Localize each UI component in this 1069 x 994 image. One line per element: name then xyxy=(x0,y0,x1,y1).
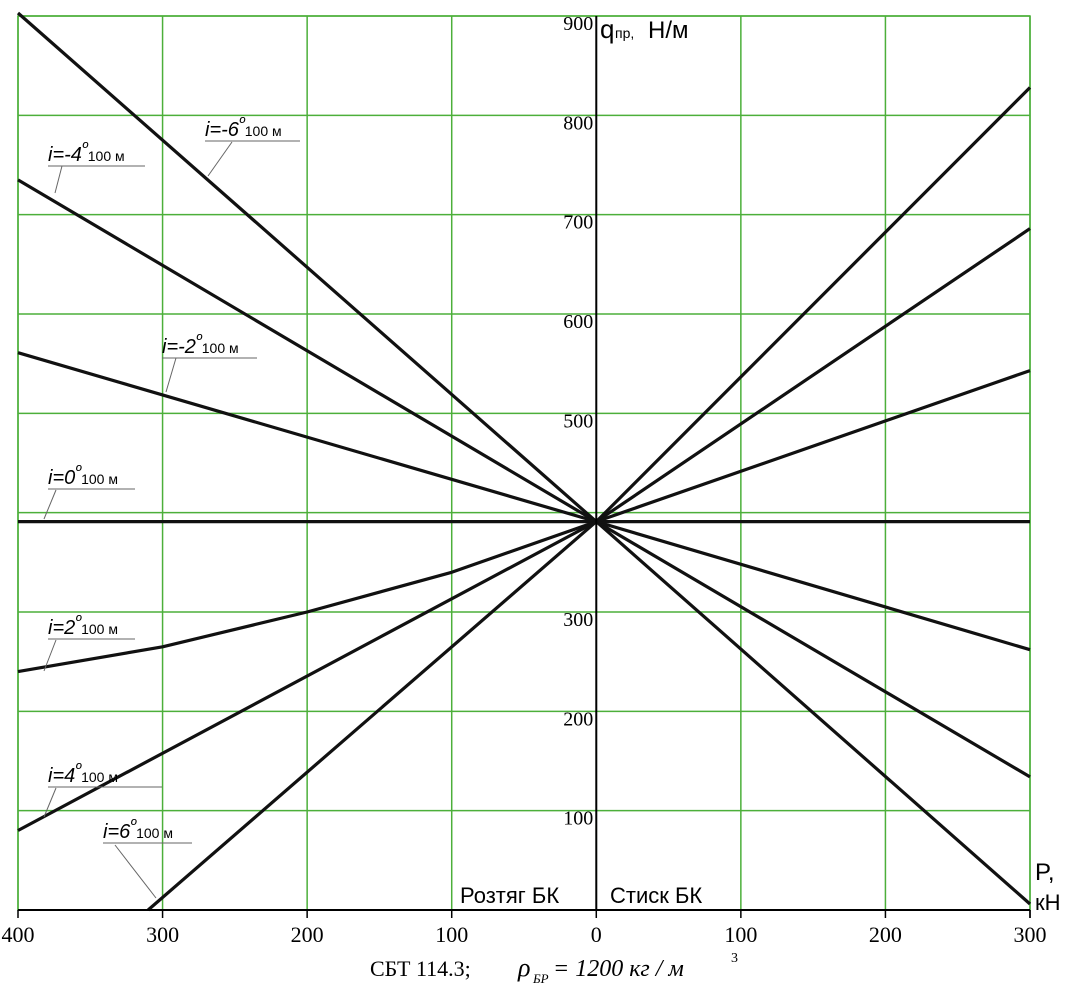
x-tick-label: 100 xyxy=(724,922,757,947)
line-label-leader xyxy=(114,844,157,899)
y-tick-label: 600 xyxy=(563,311,593,333)
caption-formula-rest: = 1200 кг / м xyxy=(553,956,684,982)
line-label-leader xyxy=(43,787,57,818)
line-label: i=-6º100 м xyxy=(205,115,300,177)
line-label-leader xyxy=(54,165,63,194)
line-label: i=0º100 м xyxy=(43,463,135,520)
x-tick-label: 400 xyxy=(2,922,35,947)
caption: СБТ 114.3; ρ БР = 1200 кг / м 3 xyxy=(370,951,738,986)
y-tick-label: 200 xyxy=(563,708,593,730)
y-tick-label: 800 xyxy=(563,112,593,134)
x-tick-label: 300 xyxy=(1014,922,1047,947)
caption-rho-sub: БР xyxy=(532,971,549,986)
x-tick-label: 200 xyxy=(869,922,902,947)
line-label-leader xyxy=(165,357,177,393)
caption-text: СБТ 114.3; xyxy=(370,956,471,981)
series-lines xyxy=(16,11,1032,912)
x-axis-label-top: P, xyxy=(1035,859,1055,886)
y-axis-label-sub: пр, xyxy=(615,25,634,41)
x-tick-label: 0 xyxy=(591,922,602,947)
line-label-text: i=0º100 м xyxy=(48,463,118,489)
x-axis-label-bottom: кН xyxy=(1035,890,1061,915)
line-label-text: i=-6º100 м xyxy=(205,115,282,141)
series-line xyxy=(17,369,1031,674)
line-label-leader xyxy=(43,489,57,520)
line-label: i=2º100 м xyxy=(43,613,135,672)
line-labels: i=-6º100 м i=-4º100 м i=-2º100 м i=0º100 м i… xyxy=(43,115,300,899)
x-tick-label: 100 xyxy=(435,922,468,947)
y-tick-label: 500 xyxy=(563,410,593,432)
line-label-text: i=-2º100 м xyxy=(162,332,239,358)
series-line xyxy=(17,227,1031,832)
line-label: i=4º100 м xyxy=(43,761,162,818)
tick-labels: 400 300 200 100 0 100 200 300 100 200 300 500 600 700… xyxy=(2,13,1047,947)
plot-frame xyxy=(17,15,1031,911)
line-label: i=-4º100 м xyxy=(48,140,145,194)
y-axis-label-unit: Н/м xyxy=(648,17,689,44)
y-axis-label: q xyxy=(600,14,614,44)
line-label-leader xyxy=(43,639,57,672)
series-line xyxy=(16,11,1032,906)
grid xyxy=(17,15,1031,911)
y-tick-label: 700 xyxy=(563,212,593,234)
x-tick-label: 300 xyxy=(146,922,179,947)
left-region-label: Розтяг БК xyxy=(460,883,559,908)
line-label-leader xyxy=(207,141,233,177)
y-tick-label: 300 xyxy=(563,609,593,631)
line-label-text: i=6º100 м xyxy=(103,817,173,843)
series-line xyxy=(17,351,1031,652)
line-label: i=6º100 м xyxy=(103,817,192,899)
line-label-text: i=-4º100 м xyxy=(48,140,125,166)
y-tick-label: 900 xyxy=(563,13,593,35)
axes xyxy=(17,16,1031,918)
line-label: i=-2º100 м xyxy=(162,332,257,393)
line-label-text: i=4º100 м xyxy=(48,761,118,787)
line-label-text: i=2º100 м xyxy=(48,613,118,639)
x-tick-label: 200 xyxy=(291,922,324,947)
series-line xyxy=(17,178,1031,779)
caption-formula-sup: 3 xyxy=(731,951,738,966)
caption-rho: ρ xyxy=(517,953,530,982)
y-tick-label: 100 xyxy=(563,808,593,830)
right-region-label: Стиск БК xyxy=(610,883,702,908)
